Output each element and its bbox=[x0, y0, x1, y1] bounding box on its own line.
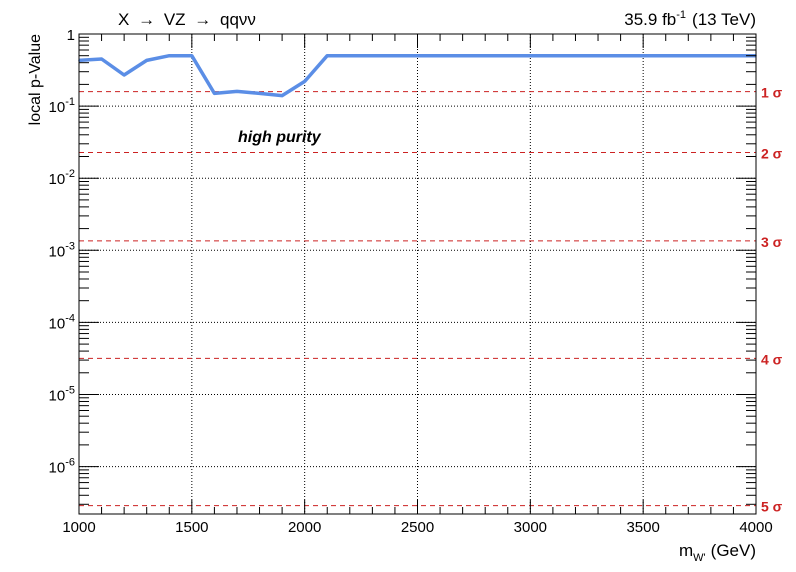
series-layer bbox=[78, 53, 757, 98]
x-tick-label: 2000 bbox=[288, 519, 321, 536]
p-value-point bbox=[303, 80, 306, 83]
x-axis-label: mW' (GeV) bbox=[679, 541, 756, 564]
y-tick-label: 10-2 bbox=[49, 168, 75, 188]
p-value-point bbox=[326, 54, 329, 57]
y-tick-label: 10-1 bbox=[49, 96, 75, 116]
p-value-point bbox=[529, 54, 532, 57]
y-tick-label: 10-4 bbox=[49, 312, 75, 332]
x-tick-label: 3000 bbox=[514, 519, 547, 536]
process-title: X → VZ → qqνν bbox=[118, 10, 256, 29]
p-value-line bbox=[78, 53, 756, 98]
p-value-point bbox=[258, 92, 261, 95]
p-value-point bbox=[642, 54, 644, 57]
p-value-point bbox=[281, 94, 283, 97]
y-tick-label: 10-6 bbox=[49, 457, 75, 477]
p-value-point bbox=[123, 74, 125, 76]
significance-lines: 1 σ 2 σ 3 σ 4 σ 5 σ bbox=[79, 85, 783, 515]
p-value-point bbox=[236, 90, 238, 93]
significance-label-2: 2 σ bbox=[761, 145, 783, 161]
x-tick-label: 1000 bbox=[62, 519, 95, 536]
p-value-point bbox=[145, 59, 148, 62]
p-value-point bbox=[100, 58, 103, 60]
tick-labels: 1000 1500 2000 2500 3000 3500 4000 1 10-1 10-2 10-… bbox=[49, 27, 773, 536]
significance-label-1: 1 σ bbox=[761, 85, 783, 101]
y-tick-label: 10-5 bbox=[49, 384, 75, 404]
x-tick-label: 1500 bbox=[175, 519, 208, 536]
annotation-high-purity: high purity bbox=[238, 129, 322, 146]
significance-label-4: 4 σ bbox=[761, 351, 783, 367]
p-value-point bbox=[191, 54, 193, 57]
grid bbox=[79, 34, 756, 514]
significance-label-5: 5 σ bbox=[761, 499, 783, 515]
x-tick-label: 4000 bbox=[739, 519, 772, 536]
x-tick-label: 3500 bbox=[626, 519, 659, 536]
p-value-point bbox=[213, 92, 216, 95]
x-tick-label: 2500 bbox=[401, 519, 434, 536]
axis-ticks bbox=[78, 33, 757, 514]
y-axis-label: local p-Value bbox=[27, 34, 44, 125]
y-tick-label: 1 bbox=[67, 27, 75, 44]
p-value-point bbox=[168, 54, 171, 57]
y-tick-label: 10-3 bbox=[49, 240, 75, 260]
luminosity-label: 35.9 fb-1 (13 TeV) bbox=[624, 9, 756, 29]
significance-label-3: 3 σ bbox=[761, 234, 783, 250]
p-value-point bbox=[416, 54, 419, 57]
